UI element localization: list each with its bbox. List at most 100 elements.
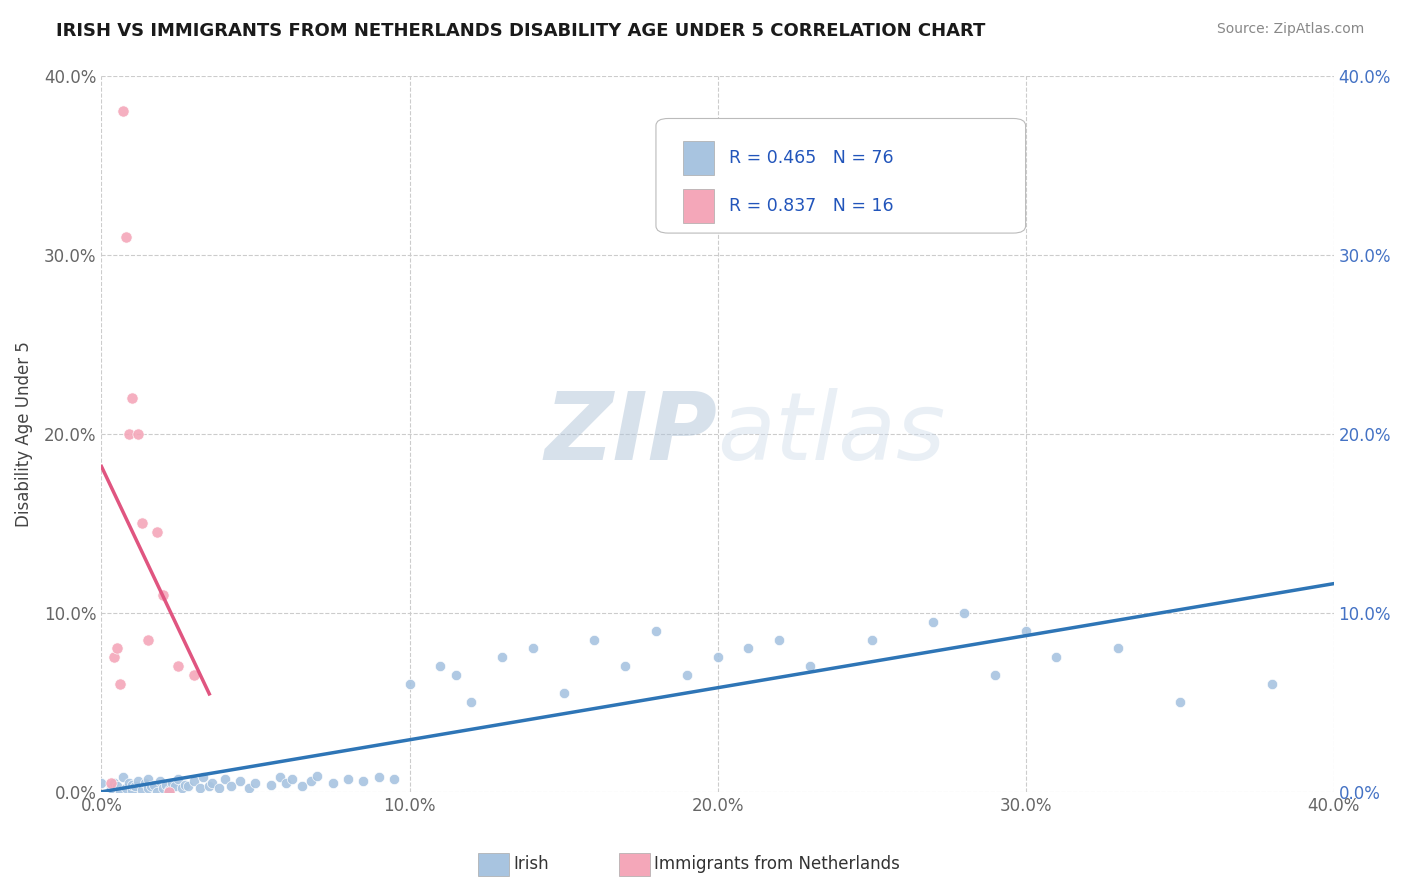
Point xyxy=(103,650,125,665)
Point xyxy=(157,783,180,797)
Point xyxy=(281,772,304,787)
Point xyxy=(127,426,149,441)
Text: atlas: atlas xyxy=(717,388,946,479)
Point xyxy=(112,770,135,784)
Point xyxy=(291,780,314,794)
Point xyxy=(152,588,174,602)
Text: Immigrants from Netherlands: Immigrants from Netherlands xyxy=(654,855,900,873)
Point xyxy=(139,780,162,794)
Point xyxy=(860,632,883,647)
Point xyxy=(112,104,135,119)
Point xyxy=(121,778,143,792)
Text: R = 0.837   N = 16: R = 0.837 N = 16 xyxy=(728,197,893,215)
Point xyxy=(146,525,169,540)
Point xyxy=(105,780,128,794)
FancyBboxPatch shape xyxy=(657,119,1025,233)
Point xyxy=(131,783,153,797)
Point xyxy=(269,770,291,784)
Point xyxy=(276,776,298,790)
Point xyxy=(115,229,138,244)
Point xyxy=(118,426,141,441)
Point xyxy=(118,776,141,790)
Text: Source: ZipAtlas.com: Source: ZipAtlas.com xyxy=(1216,22,1364,37)
Point xyxy=(984,668,1007,682)
Point xyxy=(1107,641,1129,656)
Point xyxy=(429,659,451,673)
Point xyxy=(352,774,374,789)
Point xyxy=(1045,650,1067,665)
Point xyxy=(127,774,149,789)
Point xyxy=(583,632,606,647)
Point xyxy=(367,770,389,784)
Point xyxy=(321,776,343,790)
Text: Irish: Irish xyxy=(513,855,548,873)
Point xyxy=(191,770,214,784)
Point xyxy=(768,632,790,647)
Point xyxy=(134,776,156,790)
Point xyxy=(167,659,190,673)
Point xyxy=(645,624,668,638)
Point xyxy=(100,781,122,796)
Text: IRISH VS IMMIGRANTS FROM NETHERLANDS DISABILITY AGE UNDER 5 CORRELATION CHART: IRISH VS IMMIGRANTS FROM NETHERLANDS DIS… xyxy=(56,22,986,40)
FancyBboxPatch shape xyxy=(683,141,714,175)
Point xyxy=(491,650,513,665)
Point xyxy=(460,695,482,709)
Point xyxy=(165,780,187,794)
Point xyxy=(167,772,190,787)
Point xyxy=(307,768,329,782)
Point xyxy=(553,686,575,700)
Point xyxy=(229,774,252,789)
Point xyxy=(136,772,159,787)
Point xyxy=(444,668,467,682)
Point xyxy=(238,781,260,796)
Point xyxy=(201,776,224,790)
Point xyxy=(336,772,359,787)
Point xyxy=(1014,624,1036,638)
Point xyxy=(198,780,221,794)
Point xyxy=(219,780,242,794)
Point xyxy=(108,677,131,691)
Point xyxy=(152,781,174,796)
Point xyxy=(146,785,169,799)
Point xyxy=(214,772,236,787)
Point xyxy=(1168,695,1191,709)
Point xyxy=(382,772,405,787)
Point xyxy=(398,677,420,691)
Point xyxy=(522,641,544,656)
Point xyxy=(124,780,146,794)
Text: ZIP: ZIP xyxy=(544,388,717,480)
Point xyxy=(170,781,193,796)
Point xyxy=(706,650,728,665)
Point xyxy=(155,778,177,792)
Y-axis label: Disability Age Under 5: Disability Age Under 5 xyxy=(15,341,32,526)
Point xyxy=(115,781,138,796)
Point xyxy=(207,781,229,796)
Point xyxy=(799,659,821,673)
Point xyxy=(108,785,131,799)
Point xyxy=(103,776,125,790)
Point xyxy=(245,776,267,790)
Point xyxy=(177,780,200,794)
Point xyxy=(136,632,159,647)
Point xyxy=(299,774,322,789)
Point xyxy=(183,774,205,789)
Point xyxy=(121,391,143,405)
Point xyxy=(737,641,759,656)
Point xyxy=(136,781,159,796)
Point xyxy=(614,659,637,673)
Point xyxy=(162,776,184,790)
Point xyxy=(953,606,976,620)
Point xyxy=(1261,677,1284,691)
Point xyxy=(675,668,697,682)
FancyBboxPatch shape xyxy=(683,189,714,223)
Point xyxy=(922,615,945,629)
Point xyxy=(188,781,211,796)
Point xyxy=(183,668,205,682)
Point xyxy=(90,776,112,790)
Point xyxy=(260,778,283,792)
Point xyxy=(149,774,172,789)
Text: R = 0.465   N = 76: R = 0.465 N = 76 xyxy=(728,149,893,167)
Point xyxy=(131,516,153,530)
Point xyxy=(105,641,128,656)
Point xyxy=(157,785,180,799)
